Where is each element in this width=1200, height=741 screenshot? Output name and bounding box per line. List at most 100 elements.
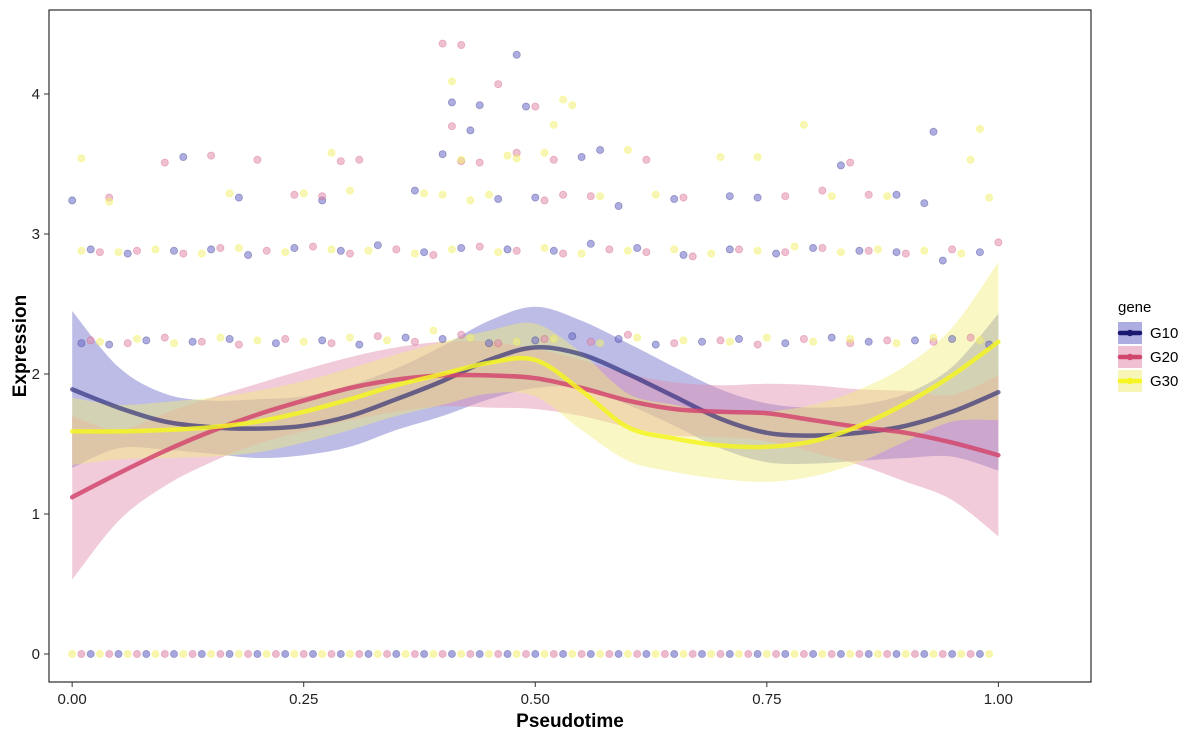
data-point-g30: [383, 336, 392, 345]
data-point-g20: [160, 333, 169, 342]
data-point-g30: [920, 246, 929, 255]
legend-label-g10: G10: [1150, 325, 1178, 342]
data-point-g10: [698, 337, 707, 346]
data-point-g20: [438, 39, 447, 48]
data-point-g20: [392, 245, 401, 254]
data-point-g20-zero: [827, 650, 836, 659]
data-point-g30: [966, 155, 975, 164]
data-point-g10: [123, 249, 132, 258]
data-point-g10-zero: [142, 650, 151, 659]
data-point-g10: [725, 245, 734, 254]
data-point-g10: [929, 127, 938, 136]
y-axis: 0 1 2 3 4: [32, 86, 49, 663]
data-point-g30: [466, 333, 475, 342]
data-point-g10: [892, 190, 901, 199]
data-point-g30-zero: [484, 650, 493, 659]
data-point-g20-zero: [772, 650, 781, 659]
data-point-g10-zero: [420, 650, 429, 659]
data-point-g20: [948, 245, 957, 254]
data-point-g10-zero: [809, 650, 818, 659]
data-point-g20: [253, 155, 262, 164]
data-point-g30: [540, 148, 549, 157]
data-point-g20: [207, 151, 216, 160]
data-point-g30: [577, 249, 586, 258]
x-tick-label: 1.00: [984, 691, 1013, 708]
data-point-g20-zero: [77, 650, 86, 659]
data-point-g10: [438, 150, 447, 159]
data-point-g10: [234, 193, 243, 202]
data-point-g10: [373, 241, 382, 250]
data-point-g10: [271, 339, 280, 348]
data-point-g30: [77, 246, 86, 255]
data-point-g20: [512, 246, 521, 255]
data-point-g10: [772, 249, 781, 258]
data-point-g30: [836, 248, 845, 257]
data-point-g30-zero: [762, 650, 771, 659]
data-point-g30: [95, 337, 104, 346]
data-point-g10-zero: [308, 650, 317, 659]
y-tick-label: 2: [32, 366, 40, 383]
data-point-g20: [318, 192, 327, 201]
data-point-g30: [596, 339, 605, 348]
data-point-g20-zero: [105, 650, 114, 659]
data-point-g20-zero: [549, 650, 558, 659]
data-point-g30: [281, 248, 290, 257]
data-point-g20: [901, 249, 910, 258]
data-point-g20: [179, 249, 188, 258]
data-point-g10: [77, 339, 86, 348]
data-point-g20: [132, 246, 141, 255]
data-point-g20: [160, 158, 169, 167]
data-point-g10: [68, 196, 77, 205]
data-point-g30-zero: [651, 650, 660, 659]
data-point-g20-zero: [466, 650, 475, 659]
data-point-g20-zero: [911, 650, 920, 659]
data-point-g30-zero: [290, 650, 299, 659]
data-point-g30-zero: [151, 650, 160, 659]
data-point-g20-zero: [327, 650, 336, 659]
data-point-g10: [484, 339, 493, 348]
data-point-g10: [568, 332, 577, 341]
data-point-g20: [818, 243, 827, 252]
x-axis: 0.00 0.25 0.50 0.75 1.00: [58, 682, 1013, 708]
data-point-g30-zero: [512, 650, 521, 659]
data-point-g10: [86, 245, 95, 254]
data-point-g20-zero: [271, 650, 280, 659]
data-point-g30-zero: [623, 650, 632, 659]
data-point-g30: [494, 248, 503, 257]
data-point-g10-zero: [698, 650, 707, 659]
data-point-g30: [169, 339, 178, 348]
data-point-g20-zero: [577, 650, 586, 659]
data-point-g30: [725, 337, 734, 346]
data-point-g10: [920, 199, 929, 208]
data-point-g10: [531, 193, 540, 202]
data-point-g20-zero: [605, 650, 614, 659]
data-point-g30: [345, 186, 354, 195]
legend-label-g20: G20: [1150, 349, 1178, 366]
data-point-g20: [234, 340, 243, 349]
data-point-g30: [512, 337, 521, 346]
data-point-g20: [864, 190, 873, 199]
data-point-g20: [688, 252, 697, 261]
data-point-g10: [401, 333, 410, 342]
data-point-g30-zero: [929, 650, 938, 659]
legend-key-point-g30: [1126, 377, 1134, 385]
data-point-g20-zero: [522, 650, 531, 659]
data-point-g10: [457, 243, 466, 252]
data-point-g20-zero: [216, 650, 225, 659]
data-point-g10-zero: [753, 650, 762, 659]
data-point-g30: [132, 334, 141, 343]
data-point-g20: [642, 248, 651, 257]
data-point-g20: [540, 334, 549, 343]
data-point-g20: [457, 41, 466, 50]
data-point-g20-zero: [966, 650, 975, 659]
y-axis-title: Expression: [10, 295, 31, 397]
data-point-g30-zero: [68, 650, 77, 659]
data-point-g30: [234, 243, 243, 252]
data-point-g30-zero: [262, 650, 271, 659]
data-point-g20: [355, 155, 364, 164]
data-point-g10: [494, 194, 503, 203]
data-point-g10: [614, 334, 623, 343]
legend-label-g30: G30: [1150, 373, 1178, 390]
data-point-g20-zero: [410, 650, 419, 659]
data-point-g30: [216, 333, 225, 342]
